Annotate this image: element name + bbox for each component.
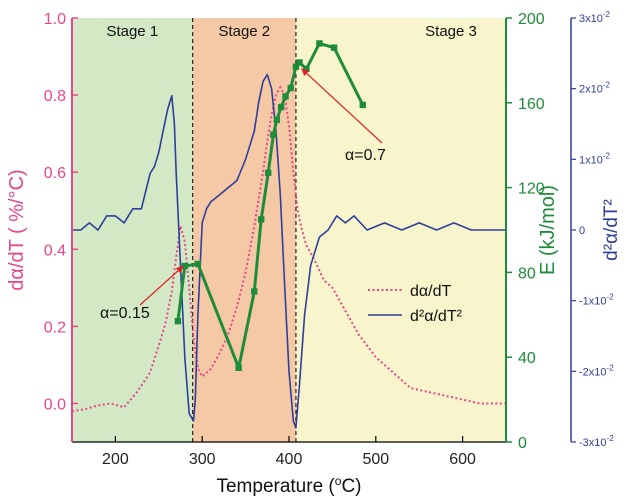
e-point: [235, 364, 242, 371]
series-layer: [71, 40, 506, 429]
e-point: [258, 216, 265, 223]
left-y-tick-label: 0.6: [44, 165, 66, 182]
e-point: [264, 169, 272, 176]
e-tick-label: 200: [518, 11, 545, 28]
annotations: α=0.15 α=0.7: [100, 68, 386, 322]
x-tick-label: 200: [102, 451, 129, 468]
e-point: [181, 262, 189, 270]
d2-tick-label: 2x10-2: [579, 81, 611, 96]
tick-labels: 200 300 400 500 600 0.0 0.2 0.4 0.6 0.8 1.0 0 40 80 12…: [44, 10, 614, 468]
e-point: [174, 317, 182, 325]
d2-tick-label: -1x10-2: [579, 293, 614, 308]
e-point: [316, 40, 323, 47]
e-point: [277, 103, 285, 111]
left-y-tick-label: 1.0: [44, 11, 66, 28]
x-tick-label: 500: [362, 451, 389, 468]
e-point: [287, 84, 294, 92]
annotation-label-1: α=0.15: [100, 305, 150, 322]
e-point: [270, 131, 277, 138]
d2-tick-label: 3x10-2: [579, 10, 611, 25]
d2-axis-label: d²α/dT²: [601, 199, 622, 261]
annotation-arrow-1: [139, 265, 184, 306]
left-y-tick-label: 0.0: [44, 396, 66, 413]
e-tick-label: 120: [518, 181, 545, 198]
e-point: [330, 44, 338, 51]
e-tick-label: 40: [518, 350, 536, 367]
e-point: [194, 260, 202, 268]
x-tick-label: 300: [189, 451, 216, 468]
legend-label-1: dα/dT: [410, 283, 451, 300]
stage-dividers: [192, 18, 297, 442]
d2-tick-label: 0: [579, 225, 585, 237]
left-y-tick-label: 0.8: [44, 88, 66, 105]
left-y-axis-label: dα/dT ( %/°C): [6, 169, 28, 290]
annotation-label-2: α=0.7: [345, 147, 386, 164]
series-d2adt2-line: [72, 73, 506, 429]
stage-label-3: Stage 3: [425, 23, 477, 40]
e-axis-label: E (kJ/mol): [537, 185, 559, 275]
axis-labels: Temperature (oC) dα/dT ( %/°C) E (kJ/mol) d…: [6, 169, 622, 496]
e-tick-label: 160: [518, 96, 545, 113]
left-y-tick-label: 0.2: [44, 319, 66, 336]
annotation-arrow-2: [301, 68, 383, 144]
e-point: [296, 59, 303, 66]
stage-label-1: Stage 1: [106, 23, 158, 40]
left-y-tick-label: 0.4: [44, 242, 66, 259]
e-tick-label: 80: [518, 265, 536, 282]
x-tick-label: 400: [276, 451, 303, 468]
legend: dα/dT d²α/dT²: [368, 283, 463, 325]
stage-region-1: [72, 18, 193, 442]
e-point: [359, 101, 366, 109]
e-tick-label: 0: [518, 435, 527, 452]
e-point: [292, 63, 300, 70]
d2-tick-label: -3x10-2: [579, 434, 614, 449]
series-e-line: [176, 41, 365, 370]
e-point: [251, 288, 258, 295]
legend-label-2: d²α/dT²: [410, 308, 463, 325]
x-axis-label: Temperature (oC): [216, 474, 361, 496]
d2-tick-label: -2x10-2: [579, 363, 614, 378]
stage-label-2: Stage 2: [218, 23, 270, 40]
x-tick-label: 600: [449, 451, 476, 468]
stage-region-2: [192, 18, 296, 442]
e-point: [282, 93, 289, 100]
e-point: [273, 116, 281, 123]
d2-tick-label: 1x10-2: [579, 151, 611, 166]
